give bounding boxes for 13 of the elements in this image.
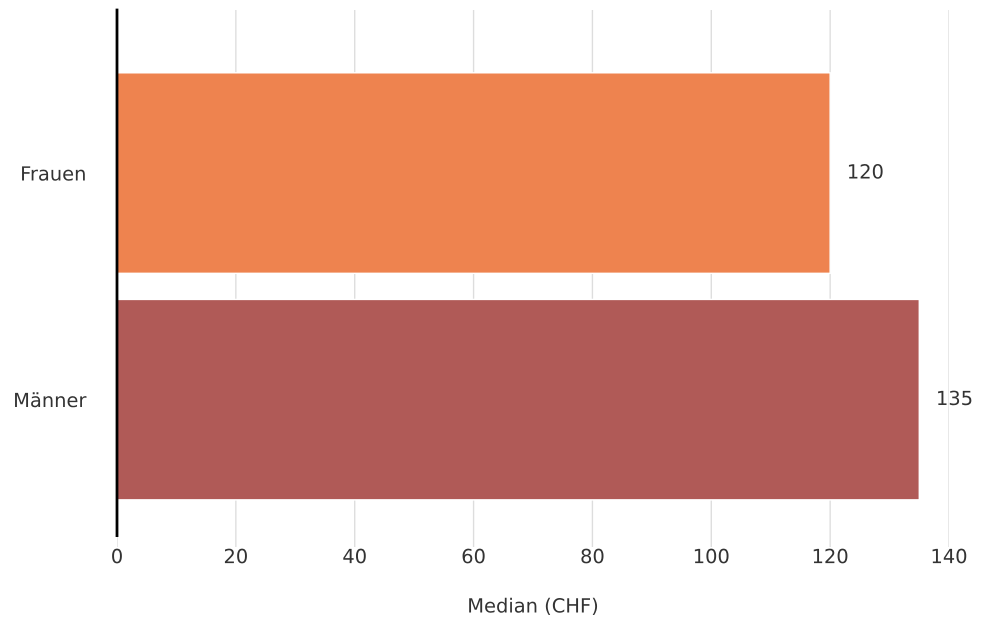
x-tick-label: 120 [814,548,848,564]
x-tick-label: 40 [343,548,366,564]
x-tick-label: 80 [581,548,604,564]
data-label: 120 [848,164,883,179]
x-axis-title: Median (CHF) [469,598,598,616]
y-tick-label: Frauen [22,166,85,181]
x-tick-label: 60 [462,548,485,564]
x-tick-label: 140 [932,548,966,564]
x-tick-label: 20 [224,548,247,564]
y-tick-label: Männer [15,392,86,408]
x-tick-label: 0 [112,548,122,564]
data-label: 135 [938,390,972,406]
x-tick-label: 100 [694,548,729,564]
